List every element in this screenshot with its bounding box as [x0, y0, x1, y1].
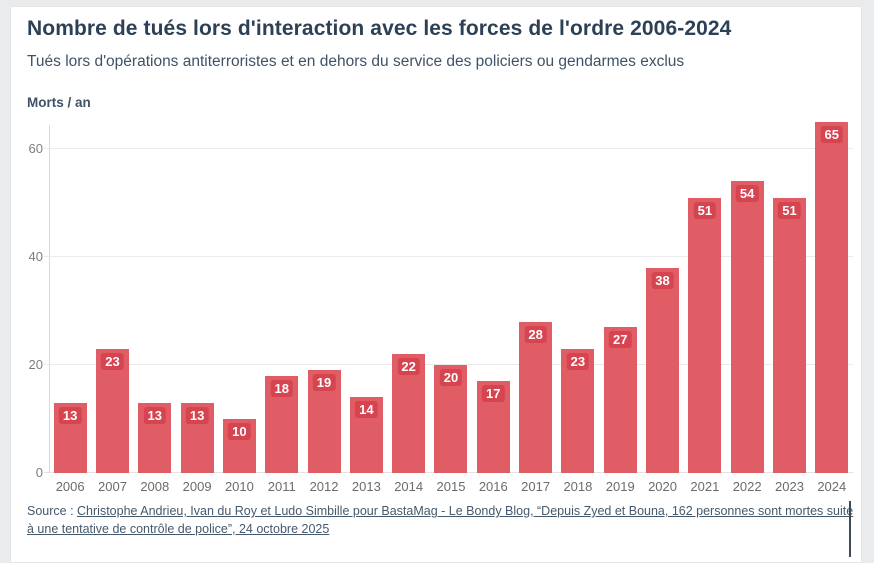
bar-value-label-2012: 19: [312, 374, 336, 392]
gridline-y-40: [44, 256, 853, 257]
x-tick-label-2006: 2006: [55, 479, 85, 494]
x-tick-label-2014: 2014: [394, 479, 424, 494]
bar-value-label-2014: 22: [397, 358, 420, 376]
bar-slot-2021: 51: [684, 197, 726, 473]
bar-slot-2020: 38: [641, 267, 683, 473]
page-subtitle: Tués lors d'opérations antiterroristes e…: [27, 53, 685, 70]
bars-container: 13 23 13 13 10 18 19 14 22 20 17 28 23 27 38 51 54 51 65: [49, 122, 853, 473]
x-tick-label-2021: 2021: [690, 479, 720, 494]
scrollbar-thumb[interactable]: [849, 501, 851, 557]
bar-2020: 38: [646, 267, 680, 473]
bar-value-label-2010: 10: [228, 423, 251, 440]
bar-2024: 65: [815, 122, 849, 473]
bar-value-label-2013: 14: [355, 401, 378, 419]
bar-slot-2022: 54: [726, 181, 768, 473]
x-tick-label-2018: 2018: [563, 479, 593, 494]
bar-value-label-2024: 65: [820, 126, 844, 143]
bar-slot-2006: 13: [49, 402, 91, 473]
bar-2008: 13: [138, 402, 172, 473]
bar-slot-2012: 19: [303, 370, 345, 473]
bar-2015: 20: [434, 365, 468, 473]
bar-slot-2023: 51: [768, 197, 810, 473]
bar-value-label-2020: 38: [651, 271, 674, 289]
bar-value-label-2022: 54: [735, 185, 759, 203]
bar-value-label-2019: 27: [608, 331, 632, 349]
bar-2012: 19: [307, 370, 341, 473]
source-prefix: Source :: [27, 504, 78, 518]
bar-slot-2017: 28: [514, 321, 556, 473]
x-tick-label-2016: 2016: [478, 479, 508, 494]
gridline-y-60: [44, 148, 853, 149]
bar-slot-2016: 17: [472, 381, 514, 473]
bar-slot-2018: 23: [557, 348, 599, 473]
y-tick-label-0: 0: [35, 465, 43, 480]
bar-2019: 27: [603, 327, 637, 473]
bar-slot-2008: 13: [134, 402, 176, 473]
bar-2006: 13: [53, 402, 87, 473]
x-axis-labels: 2006 2007 2008 2009 2010 2011 2012 2013 2014 2015…: [49, 479, 853, 494]
x-tick-label-2023: 2023: [775, 479, 804, 494]
bar-slot-2019: 27: [599, 327, 641, 473]
bar-2014: 22: [392, 354, 426, 473]
bar-value-label-2009: 13: [185, 406, 209, 424]
x-tick-label-2024: 2024: [817, 479, 847, 494]
bar-2023: 51: [772, 197, 806, 473]
bar-value-label-2008: 13: [143, 406, 167, 424]
y-axis-unit-label: Morts / an: [27, 95, 91, 110]
x-tick-label-2019: 2019: [605, 479, 635, 494]
x-tick-label-2020: 2020: [648, 479, 677, 494]
plot-area: 13 23 13 13 10 18 19 14 22 20 17 28 23 27 38 51 54 51 65: [44, 122, 853, 473]
bar-value-label-2011: 18: [270, 379, 293, 397]
bar-2021: 51: [688, 197, 722, 473]
bar-2011: 18: [265, 375, 299, 473]
bar-slot-2011: 18: [261, 375, 303, 473]
x-tick-label-2022: 2022: [732, 479, 762, 494]
bar-value-label-2015: 20: [439, 369, 463, 386]
bar-value-label-2007: 23: [101, 352, 124, 370]
bar-2007: 23: [95, 348, 129, 473]
bar-value-label-2017: 28: [524, 325, 547, 343]
bar-slot-2013: 14: [345, 397, 387, 473]
bar-value-label-2023: 51: [778, 201, 801, 219]
x-tick-label-2007: 2007: [98, 479, 127, 494]
bar-2016: 17: [476, 381, 510, 473]
bar-2010: 10: [222, 419, 256, 473]
bar-2009: 13: [180, 402, 214, 473]
page-title: Nombre de tués lors d'interaction avec l…: [27, 17, 732, 40]
bar-value-label-2021: 51: [693, 201, 717, 219]
y-tick-label-40: 40: [28, 249, 43, 264]
source-link[interactable]: Christophe Andrieu, Ivan du Roy et Ludo …: [27, 504, 854, 536]
bar-slot-2010: 10: [218, 419, 260, 473]
gridline-y-20: [44, 364, 853, 365]
bar-2017: 28: [519, 321, 553, 473]
bar-2013: 14: [349, 397, 383, 473]
bar-2022: 54: [730, 181, 764, 473]
bar-value-label-2006: 13: [58, 406, 82, 424]
source-note: Source : Christophe Andrieu, Ivan du Roy…: [27, 503, 859, 538]
x-tick-label-2012: 2012: [309, 479, 339, 494]
bar-slot-2014: 22: [388, 354, 430, 473]
chart-card: Nombre de tués lors d'interaction avec l…: [10, 6, 862, 563]
bar-slot-2024: 65: [811, 122, 853, 473]
bar-slot-2009: 13: [176, 402, 218, 473]
x-tick-label-2008: 2008: [140, 479, 170, 494]
bar-2018: 23: [561, 348, 595, 473]
bar-value-label-2016: 17: [482, 385, 505, 403]
x-tick-label-2015: 2015: [436, 479, 466, 494]
bar-slot-2015: 20: [430, 365, 472, 473]
bar-value-label-2018: 23: [566, 352, 590, 370]
x-tick-label-2017: 2017: [521, 479, 551, 494]
x-tick-label-2013: 2013: [351, 479, 381, 494]
y-tick-label-60: 60: [28, 141, 43, 156]
x-tick-label-2009: 2009: [182, 479, 212, 494]
y-tick-label-20: 20: [28, 357, 43, 372]
x-tick-label-2010: 2010: [224, 479, 254, 494]
y-axis-line: [49, 125, 50, 473]
bar-slot-2007: 23: [91, 348, 133, 473]
x-tick-label-2011: 2011: [267, 479, 296, 494]
